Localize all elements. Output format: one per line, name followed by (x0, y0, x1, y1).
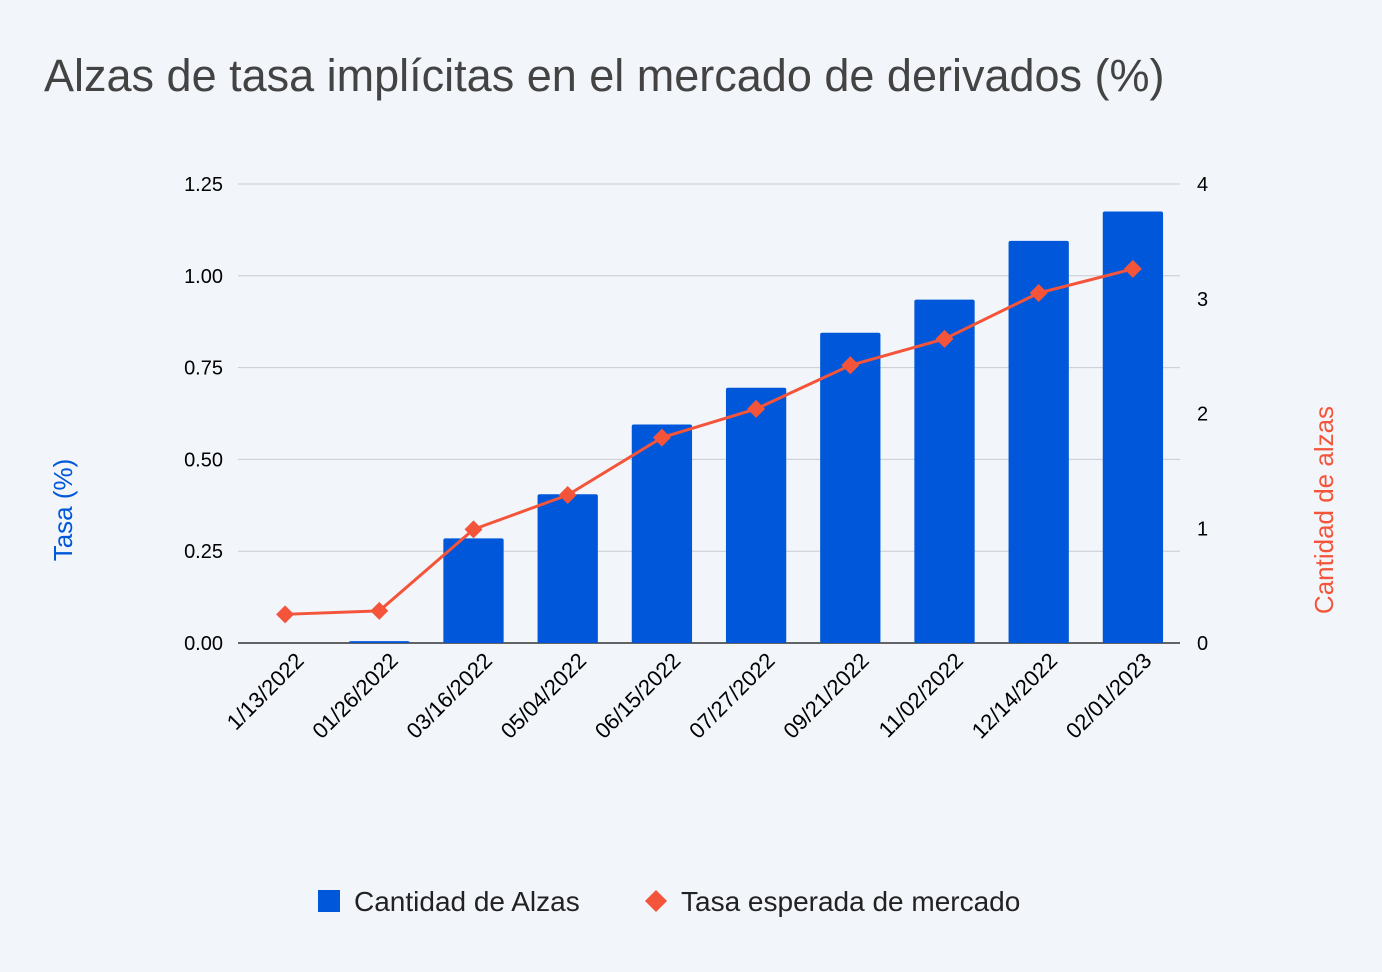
line-point (652, 428, 671, 447)
line-point (464, 520, 483, 539)
line-point (276, 605, 295, 624)
left-axis-title: Tasa (%) (48, 459, 78, 562)
left-tick-label: 1.00 (184, 266, 223, 288)
bar (537, 494, 598, 643)
bar (725, 387, 787, 643)
series-line (285, 267, 1134, 616)
bar (1102, 211, 1164, 644)
x-axis-ticks: 1/13/202201/26/202203/16/202205/04/20220… (222, 648, 1157, 744)
line-point (1029, 284, 1048, 303)
x-tick-label: 12/14/2022 (967, 648, 1063, 744)
right-tick-label: 3 (1197, 289, 1208, 311)
chart-title: Alzas de tasa implícitas en el mercado d… (44, 50, 1165, 101)
legend-label-bar: Cantidad de Alzas (354, 886, 580, 917)
line-point (841, 356, 860, 375)
legend: Cantidad de Alzas Tasa esperada de mercad… (318, 886, 1020, 917)
x-tick-label: 09/21/2022 (778, 648, 874, 744)
left-axis-ticks: 0.00 0.25 0.50 0.75 1.00 1.25 (184, 174, 223, 655)
x-tick-label: 07/27/2022 (684, 648, 780, 744)
bar (820, 332, 881, 643)
right-tick-label: 1 (1197, 518, 1208, 540)
left-tick-label: 0.25 (184, 541, 223, 563)
left-tick-label: 0.00 (184, 633, 223, 655)
line-point (935, 329, 954, 348)
right-tick-label: 4 (1197, 174, 1208, 196)
x-tick-label: 11/02/2022 (874, 648, 968, 742)
bar (443, 538, 504, 643)
bar (1008, 240, 1069, 643)
bar (914, 299, 975, 643)
legend-label-line: Tasa esperada de mercado (681, 886, 1020, 917)
line-point (370, 601, 389, 620)
left-tick-label: 0.75 (184, 358, 223, 380)
right-axis-title: Cantidad de alzas (1309, 406, 1339, 614)
line-point (747, 399, 766, 418)
bar (631, 424, 693, 643)
line-point (558, 485, 577, 504)
x-tick-label: 03/16/2022 (401, 648, 497, 744)
left-tick-label: 1.25 (184, 174, 223, 196)
left-tick-label: 0.50 (184, 449, 223, 471)
x-tick-label: 1/13/2022 (222, 648, 309, 735)
x-tick-label: 02/01/2023 (1061, 648, 1157, 744)
x-tick-label: 06/15/2022 (590, 648, 686, 744)
legend-swatch-bar (318, 890, 340, 912)
line-series (276, 259, 1142, 624)
right-axis-ticks: 0 1 2 3 4 (1197, 174, 1208, 655)
x-tick-label: 05/04/2022 (496, 648, 592, 744)
line-point (1123, 259, 1142, 278)
right-tick-label: 0 (1197, 633, 1208, 655)
legend-swatch-line (645, 890, 667, 912)
x-tick-label: 01/26/2022 (307, 648, 403, 744)
right-tick-label: 2 (1197, 404, 1208, 426)
bar-series (349, 211, 1164, 644)
bar (349, 641, 410, 643)
